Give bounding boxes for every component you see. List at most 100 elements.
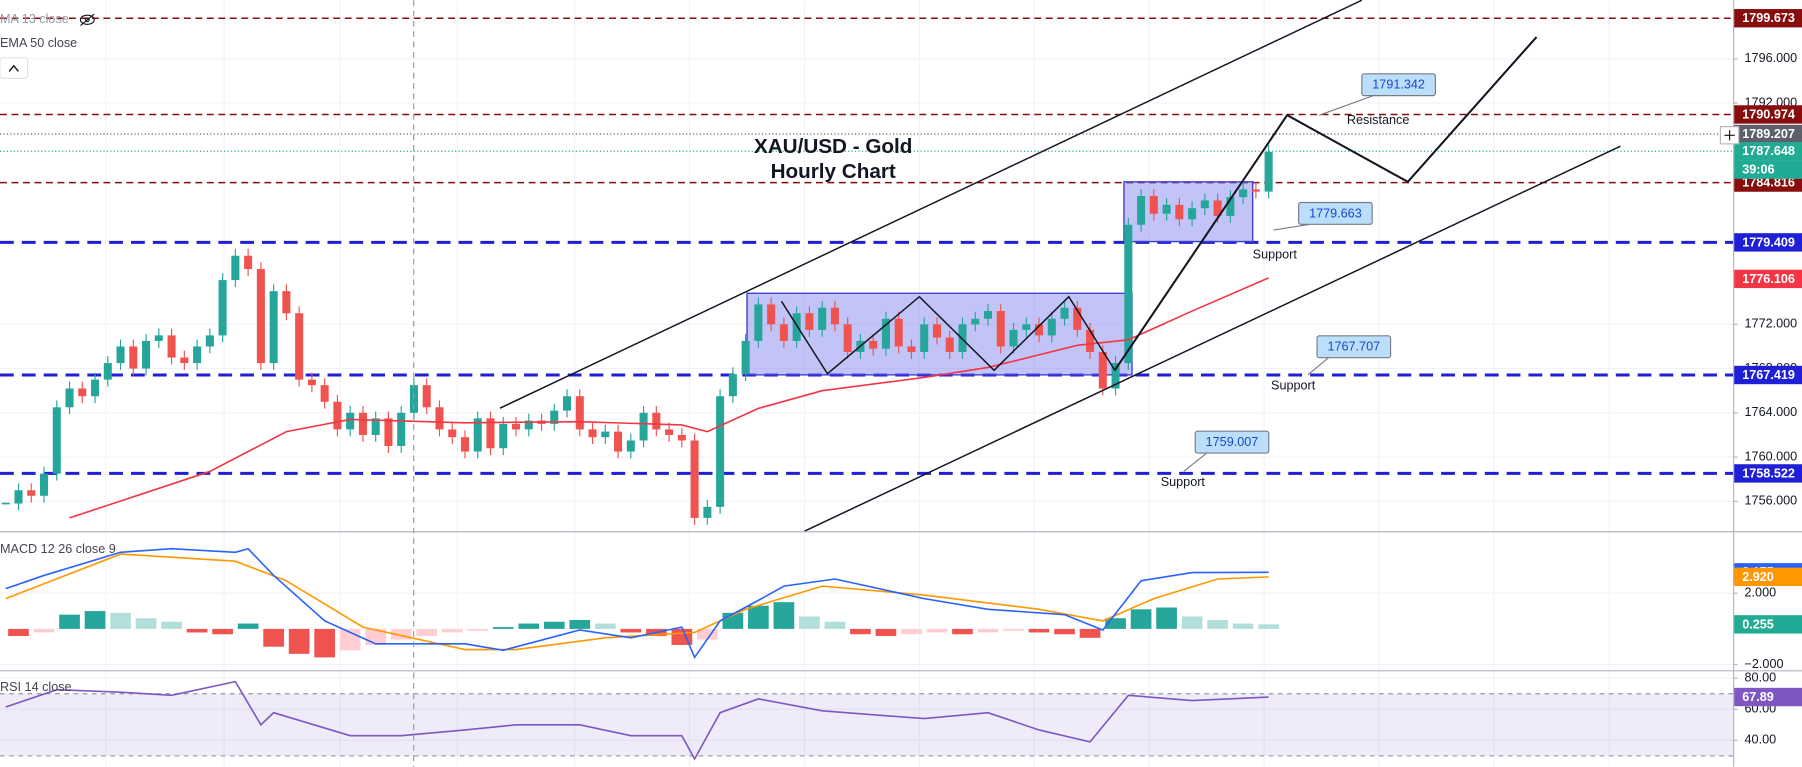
candle — [14, 490, 23, 504]
candle — [843, 324, 852, 352]
macd-histogram-bar — [59, 614, 80, 629]
callout-label: Support — [1271, 379, 1316, 393]
y-tick-label: 1772.000 — [1745, 317, 1798, 331]
candle — [1073, 307, 1082, 330]
candle — [1251, 189, 1260, 192]
callout-label: Resistance — [1347, 113, 1409, 127]
collapse-button[interactable] — [0, 57, 29, 79]
candle — [142, 340, 151, 369]
candle — [1264, 151, 1273, 192]
macd-histogram-bar — [926, 628, 948, 633]
collapse-icon — [8, 64, 19, 72]
macd-histogram-bar — [518, 623, 540, 629]
macd-histogram-bar — [1105, 618, 1126, 629]
macd-histogram-bar — [748, 605, 769, 629]
candle — [486, 418, 495, 449]
macd-histogram-bar — [186, 628, 208, 633]
callout-pointer — [1273, 223, 1311, 231]
candle — [1226, 197, 1235, 216]
price-tag-label: 1779.409 — [1742, 235, 1795, 249]
price-tag — [1734, 105, 1802, 124]
candle — [1137, 196, 1146, 225]
eye-icon[interactable] — [79, 13, 95, 26]
candle — [78, 388, 87, 397]
macd-label: MACD 12 26 close 9 — [0, 542, 116, 556]
macd-histogram-bar — [288, 628, 310, 654]
macd-histogram-bar — [33, 628, 55, 633]
candle — [818, 307, 827, 330]
candle — [665, 429, 674, 435]
candle — [652, 412, 661, 430]
callout-value: 1791.342 — [1372, 78, 1425, 92]
macd-histogram-bar — [467, 628, 489, 631]
signal-line — [5, 553, 1269, 651]
candle — [1162, 204, 1171, 214]
y-tick-label: −2.000 — [1745, 657, 1784, 671]
price-tag-label: 67.89 — [1742, 690, 1774, 704]
candle — [945, 337, 954, 352]
candle — [588, 429, 597, 438]
channel-lower — [804, 145, 1621, 532]
macd-histogram-bar — [1028, 628, 1050, 633]
candle — [244, 255, 253, 270]
macd-histogram-bar — [977, 628, 999, 633]
time-grid — [105, 0, 1610, 767]
candle — [103, 363, 112, 380]
candle — [601, 431, 610, 438]
candle — [307, 379, 316, 386]
macd-histogram-bar — [875, 628, 897, 637]
y-tick-label: 40.00 — [1745, 733, 1777, 747]
candle — [881, 318, 890, 349]
price-tag-label: 1776.106 — [1742, 272, 1795, 286]
macd-histogram-bar — [1079, 628, 1101, 638]
candle — [269, 291, 278, 364]
callout-box — [1298, 201, 1373, 225]
candle — [1060, 307, 1069, 319]
callout-box — [1194, 430, 1270, 454]
macd-histogram-bar — [543, 621, 565, 629]
candle — [231, 255, 240, 281]
candle — [448, 429, 457, 438]
candle — [932, 324, 941, 338]
y-tick-label: 1760.000 — [1745, 449, 1798, 463]
projection — [1113, 36, 1538, 371]
macd-histogram-bar — [237, 623, 259, 629]
price-tag-label: 1790.974 — [1742, 107, 1795, 121]
callout-box — [1361, 73, 1436, 97]
macd-histogram-bar — [135, 618, 157, 629]
price-tag — [1734, 464, 1802, 483]
y-tick-label: 1764.000 — [1745, 405, 1798, 419]
macd-histogram-bar — [110, 612, 131, 629]
macd-histogram-bar — [84, 611, 106, 629]
candle — [792, 313, 801, 341]
macd-histogram-bar — [1258, 624, 1279, 629]
price-tag-label: 1799.673 — [1742, 11, 1795, 25]
candle — [154, 335, 163, 341]
callout-value: 1767.707 — [1327, 340, 1380, 354]
candle — [473, 418, 482, 452]
candle — [282, 291, 291, 314]
candle — [116, 346, 125, 364]
candle — [499, 423, 508, 449]
candle — [869, 340, 878, 349]
candle — [983, 311, 993, 319]
candle — [1149, 196, 1158, 214]
zigzag — [780, 295, 1116, 375]
macd-histogram-bar — [850, 628, 871, 635]
price-tag — [1734, 124, 1802, 144]
candle — [371, 418, 380, 435]
callout-label: Support — [1253, 248, 1298, 262]
candle — [1200, 200, 1209, 209]
candle — [91, 379, 100, 397]
rsi-line — [5, 680, 1269, 761]
candle — [193, 346, 202, 364]
candle — [996, 311, 1005, 347]
drawings-lines — [413, 0, 1621, 767]
candle — [65, 388, 74, 408]
price-tag — [1734, 142, 1802, 161]
candle — [1035, 324, 1044, 336]
candle — [346, 412, 355, 430]
macd-histogram-bar — [314, 628, 336, 658]
countdown-tag — [1734, 160, 1802, 179]
